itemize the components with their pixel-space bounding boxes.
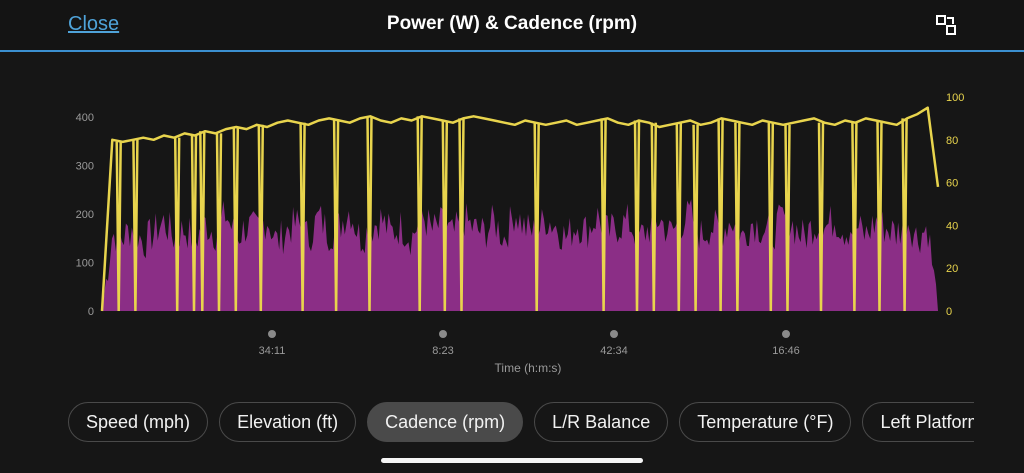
cadence-series [100,106,940,312]
y-left-tick: 300 [76,161,94,173]
cadence-drop [458,118,465,312]
cadence-drop [115,141,122,312]
page-title: Power (W) & Cadence (rpm) [386,13,638,34]
y-left-tick: 100 [76,258,94,270]
x-tick-dot [268,330,276,338]
metric-pill[interactable]: L/R Balance [534,402,669,442]
header-divider [0,50,1024,52]
cadence-drop [901,118,908,312]
y-right-tick: 20 [946,263,958,275]
metric-pill[interactable]: Speed (mph) [68,402,209,442]
cadence-drop [675,122,683,312]
cadence-drop [441,120,449,312]
expand-icon[interactable] [936,15,956,35]
x-tick-label: 8:23 [432,345,453,357]
cadence-drop [257,124,265,312]
y-right-tick: 60 [946,178,958,190]
cadence-line [100,106,940,312]
chart-canvas: 0 100 200 300 400 0 20 40 60 80 100 34:11 8:23 42:3… [76,92,965,375]
cadence-drop [366,116,373,312]
x-tick-dot [782,330,790,338]
cadence-drop [416,116,423,312]
y-left-tick: 0 [88,306,94,318]
y-left-tick: 200 [76,209,94,221]
y-right-tick: 80 [946,135,958,147]
cadence-drop [600,118,607,312]
metric-selector: Speed (mph) Elevation (ft) Cadence (rpm) L/… [68,402,974,442]
cadence-drop [851,122,858,312]
cadence-drop [332,120,340,312]
cadence-drop [533,122,540,312]
x-tick-label: 34:11 [259,345,286,357]
metric-pill[interactable]: Left Platform Center Offset [862,402,974,442]
cadence-drop [633,120,641,312]
cadence-drop [232,126,240,312]
y-right-tick: 0 [946,306,952,318]
y-right-tick: 40 [946,220,958,232]
home-indicator [381,458,643,463]
metric-pill[interactable]: Elevation (ft) [219,402,357,442]
cadence-drop [734,122,741,312]
cadence-drop [190,135,198,312]
x-axis: 34:11 8:23 42:34 16:46 [259,330,800,357]
cadence-drop [692,124,699,312]
x-tick-label: 42:34 [600,345,628,357]
metric-pill[interactable]: Cadence (rpm) [367,402,524,442]
x-tick-dot [610,330,618,338]
close-button[interactable]: Close [68,13,120,35]
x-tick-label: 16:46 [772,345,800,357]
cadence-drop [767,122,775,312]
cadence-drop [817,122,825,312]
header-bar: Close Power (W) & Cadence (rpm) [0,0,1024,50]
y-right-tick: 100 [946,92,964,104]
x-tick-dot [439,330,447,338]
power-series [102,199,938,311]
cadence-drop [876,120,883,312]
cadence-drop [717,118,724,312]
right-axis: 0 20 40 60 80 100 [946,92,964,318]
metric-pill[interactable]: Temperature (°F) [679,402,852,442]
cadence-drop [199,131,206,312]
cadence-drop [650,122,658,312]
cadence-drop [784,124,791,312]
power-cadence-chart[interactable]: 0 100 200 300 400 0 20 40 60 80 100 34:11 8:23 42:3… [0,52,1024,382]
power-area [102,199,938,311]
x-axis-title: Time (h:m:s) [495,361,562,375]
left-axis: 0 100 200 300 400 [76,112,94,318]
cadence-drop [215,133,223,312]
cadence-drop [132,139,139,312]
y-left-tick: 400 [76,112,94,124]
cadence-drop [173,137,181,312]
cadence-drop [299,122,306,312]
